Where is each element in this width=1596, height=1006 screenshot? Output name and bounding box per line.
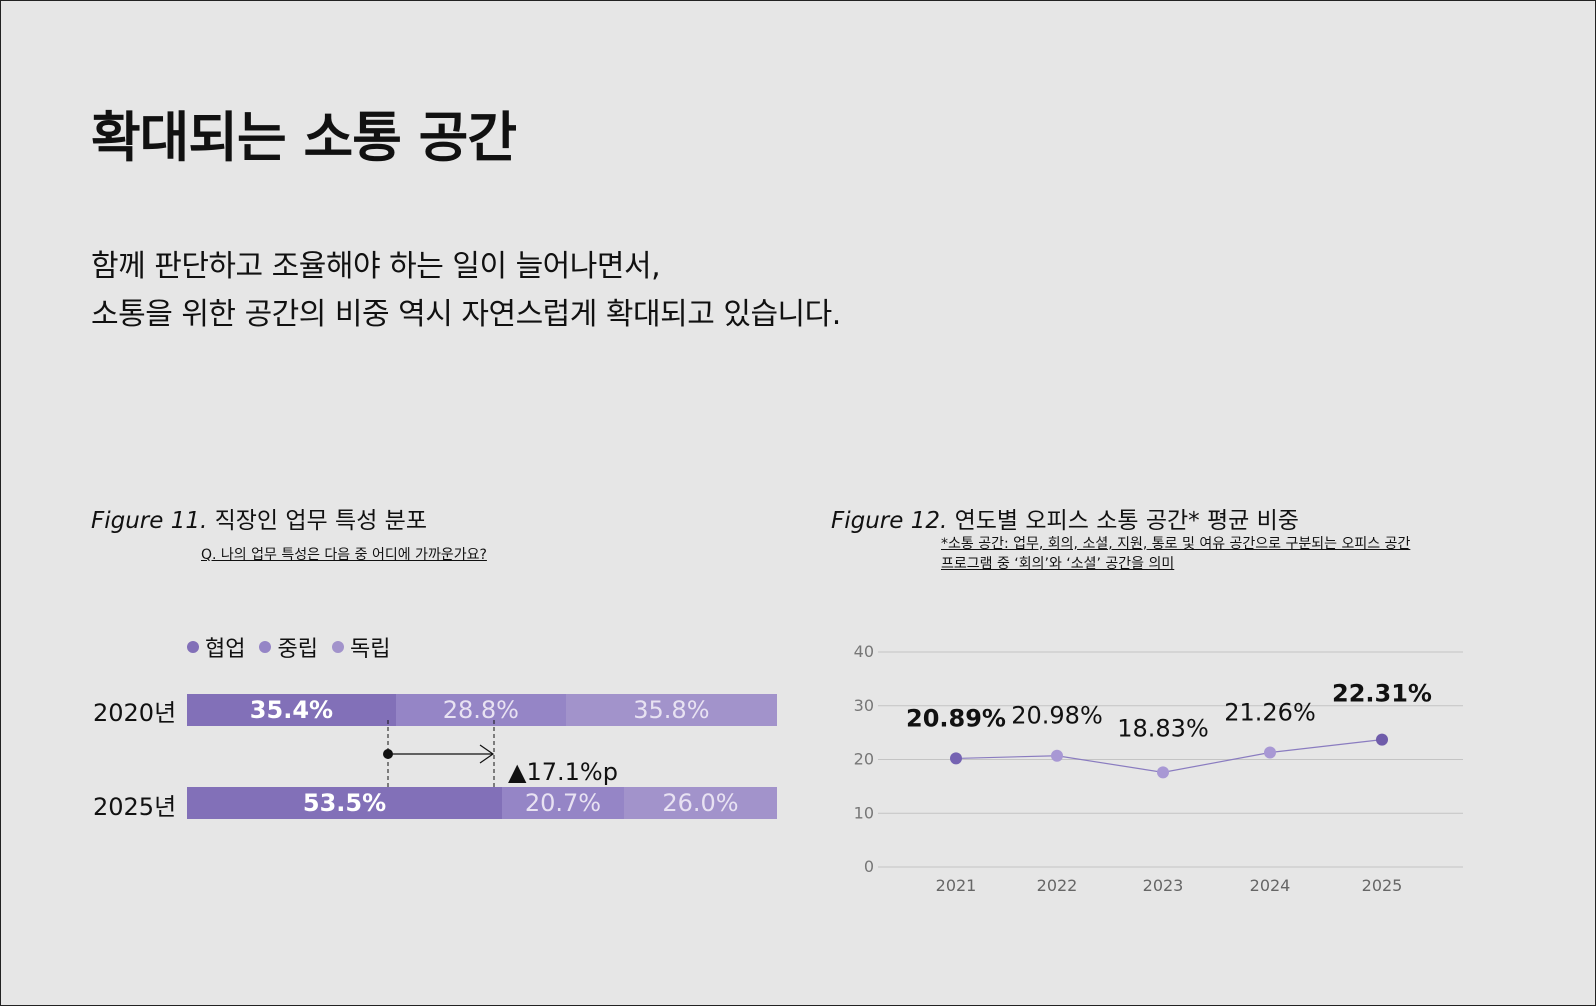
legend-label-neutral: 중립: [277, 637, 318, 662]
bar-value-label: 53.5%: [302, 789, 387, 817]
y-tick-label: 20: [854, 750, 874, 769]
bar-segment-independent: 26.0%: [623, 787, 777, 819]
y-tick-label: 30: [854, 696, 874, 715]
x-tick-label: 2025: [1362, 876, 1403, 895]
fig11-legend: 협업 중립 독립: [187, 631, 390, 663]
data-point: [950, 752, 962, 765]
stacked-bar-2020: 35.4% 28.8% 35.8%: [187, 694, 777, 726]
y-tick-label: 10: [854, 803, 874, 822]
subtitle-line-2: 소통을 위한 공간의 비중 역시 자연스럽게 확대되고 있습니다.: [91, 297, 841, 332]
legend-dot-neutral: [259, 641, 272, 653]
bar-value-label: 28.8%: [442, 696, 519, 724]
x-tick-label: 2024: [1250, 876, 1291, 895]
fig11-title: Figure 11. 직장인 업무 특성 분포: [91, 501, 427, 535]
bar-value-label: 26.0%: [662, 789, 739, 817]
row-label-2020: 2020년: [93, 699, 177, 727]
data-label: 18.83%: [1117, 714, 1209, 742]
bar-value-label: 35.4%: [249, 696, 334, 724]
data-label: 20.98%: [1011, 702, 1103, 730]
fig11-number: Figure 11.: [91, 508, 208, 534]
x-tick-label: 2022: [1037, 876, 1078, 895]
bar-segment-neutral: 20.7%: [502, 787, 624, 819]
legend-item-neutral: 중립: [259, 631, 318, 663]
row-label-2025: 2025년: [93, 793, 177, 821]
bar-segment-collab: 53.5%: [187, 787, 503, 819]
fig11-caption: 직장인 업무 특성 분포: [214, 508, 427, 534]
fig11-diff-label: ▲17.1%p: [508, 758, 618, 786]
legend-dot-independent: [331, 641, 344, 653]
bar-segment-independent: 35.8%: [565, 694, 777, 726]
legend-item-collab: 협업: [187, 631, 245, 663]
data-point: [1157, 766, 1169, 779]
legend-item-independent: 독립: [331, 631, 391, 663]
subtitle-line-1: 함께 판단하고 조율해야 하는 일이 늘어나면서,: [91, 249, 661, 284]
bar-value-label: 35.8%: [633, 696, 710, 724]
arrow-head-icon: [479, 744, 495, 764]
series-line: [955, 739, 1383, 774]
bar-value-label: 20.7%: [524, 789, 602, 817]
legend-label-collab: 협업: [205, 637, 246, 662]
fig12-caption: 연도별 오피스 소통 공간* 평균 비중: [954, 508, 1299, 534]
fig11-question: Q. 나의 업무 특성은 다음 중 어디에 가까운가요?: [201, 547, 487, 563]
y-tick-label: 0: [864, 857, 874, 876]
fig12-note-line-1: *소통 공간: 업무, 회의, 소셜, 지원, 통로 및 여유 공간으로 구분되…: [941, 536, 1411, 552]
fig12-title: Figure 12. 연도별 오피스 소통 공간* 평균 비중: [831, 501, 1299, 535]
data-label: 22.31%: [1332, 680, 1432, 708]
data-point: [1264, 746, 1276, 759]
x-tick-label: 2023: [1143, 876, 1184, 895]
x-tick-label: 2021: [936, 876, 977, 895]
bar-segment-collab: 35.4%: [187, 694, 396, 726]
page-subtitle: 함께 판단하고 조율해야 하는 일이 늘어나면서, 소통을 위한 공간의 비중 …: [91, 243, 841, 339]
stacked-bar-2025: 53.5% 20.7% 26.0%: [187, 787, 777, 819]
y-tick-label: 40: [854, 642, 874, 661]
fig12-note-line-2: 프로그램 중 ‘회의’와 ‘소셜’ 공간을 의미: [941, 556, 1175, 572]
fig12-number: Figure 12.: [831, 508, 948, 534]
data-point: [1051, 749, 1063, 762]
page-title: 확대되는 소통 공간: [91, 106, 517, 169]
legend-label-independent: 독립: [349, 637, 391, 662]
legend-dot-collab: [187, 641, 199, 653]
data-label: 20.89%: [906, 704, 1006, 732]
data-point: [1376, 733, 1388, 746]
bar-segment-neutral: 28.8%: [395, 694, 566, 726]
data-label: 21.26%: [1224, 699, 1316, 727]
